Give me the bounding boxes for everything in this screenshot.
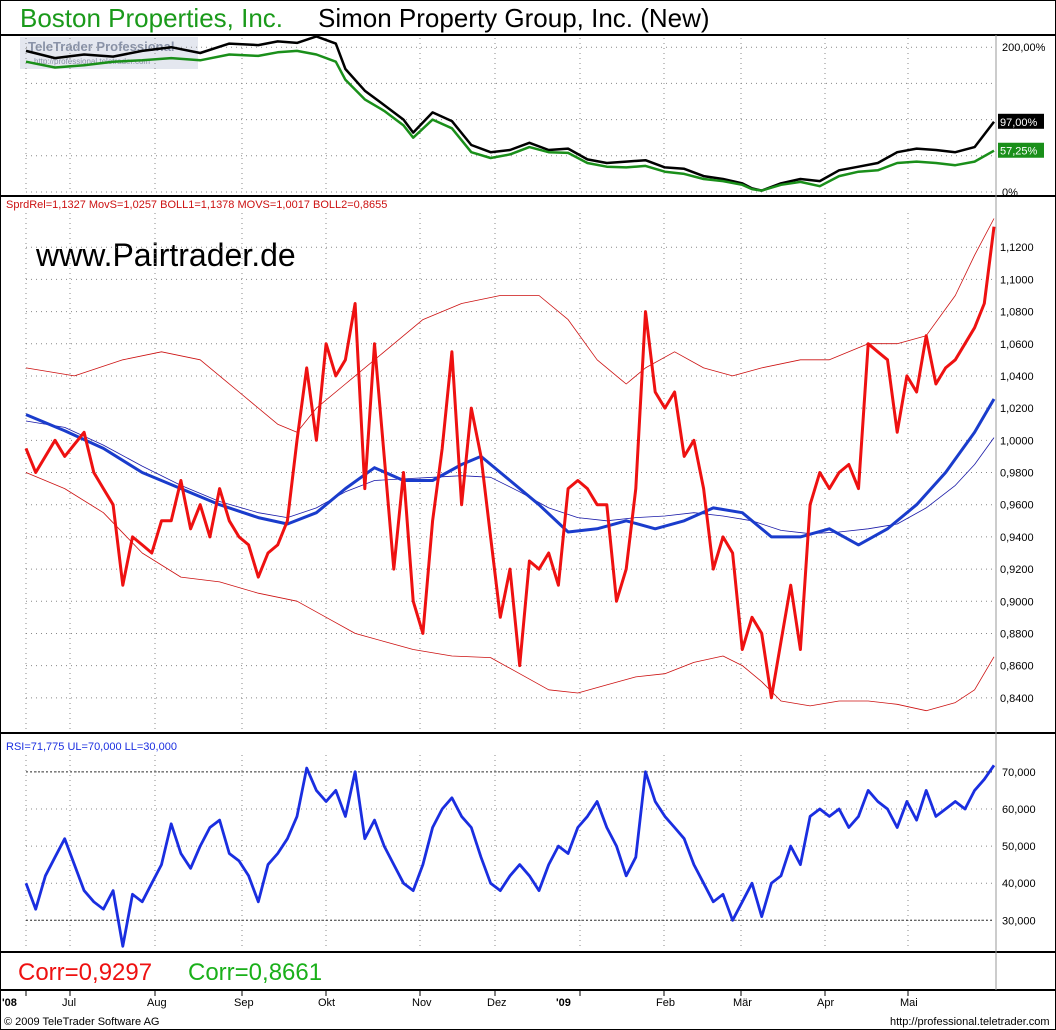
rsi-line [24, 764, 996, 948]
x-tick-label: Nov [412, 997, 432, 1009]
y-tick-label: 70,000 [1002, 767, 1036, 779]
performance-grid [25, 38, 994, 193]
x-tick-label: Feb [656, 997, 675, 1009]
spread-line [24, 226, 996, 700]
x-tick-label: Mär [733, 997, 752, 1009]
simon-value-label: 97,00% [1000, 117, 1038, 129]
simon-value-badge [998, 113, 1044, 129]
spread-grid [25, 213, 994, 730]
y-tick-label: 0,9000 [1000, 596, 1034, 608]
y-tick-label: 40,000 [1002, 878, 1036, 890]
boston-value-badge [998, 142, 1044, 158]
y-tick-label: 1,0200 [1000, 403, 1034, 415]
spread-legend: SprdRel=1,1327 MovS=1,0257 BOLL1=1,1378 … [6, 199, 387, 211]
boston-series-line [25, 49, 995, 192]
y-tick-label: 0,9800 [1000, 468, 1034, 480]
x-axis: '08 Jul Aug Sep Okt Nov Dez '09 Feb Mär Apr Mai [2, 990, 918, 1009]
spread-lines [24, 218, 996, 712]
rsi-axis: 70,000 60,000 50,000 40,000 30,000 [1002, 767, 1036, 927]
boll2-line [25, 472, 995, 712]
y-tick-label: 0,8600 [1000, 661, 1034, 673]
x-tick-label: Dez [487, 997, 507, 1009]
corr-red: Corr=0,9297 [18, 959, 152, 986]
x-tick-label: Apr [817, 997, 834, 1009]
pairtrader-watermark: www.Pairtrader.de [35, 237, 296, 273]
x-tick-label: '08 [2, 997, 17, 1009]
simon-series-line [25, 35, 995, 192]
y-tick-label: 1,1200 [1000, 242, 1034, 254]
x-tick-label: '09 [556, 997, 571, 1009]
boston-value-label: 57,25% [1000, 146, 1038, 158]
y-tick-label: 50,000 [1002, 841, 1036, 853]
y-tick-label: 0,9400 [1000, 532, 1034, 544]
x-tick-label: Okt [318, 997, 335, 1009]
y-tick-label: 1,0400 [1000, 371, 1034, 383]
y-tick-label: 0% [1002, 187, 1018, 199]
footer-url: http://professional.teletrader.com [890, 1016, 1050, 1028]
corr-green: Corr=0,8661 [188, 959, 322, 986]
title-boston: Boston Properties, Inc. [20, 3, 283, 33]
x-tick-label: Mai [900, 997, 918, 1009]
y-tick-label: 200,00% [1002, 42, 1046, 54]
title-bar: Boston Properties, Inc. Simon Property G… [20, 3, 710, 33]
y-tick-label: 1,0000 [1000, 435, 1034, 447]
performance-axis: 200,00% 0% 97,00% 57,25% [998, 42, 1046, 199]
logo-background [20, 37, 198, 69]
y-tick-label: 60,000 [1002, 804, 1036, 816]
y-tick-label: 0,9200 [1000, 564, 1034, 576]
teletrader-logo: TeleTrader Professional http://professio… [20, 37, 198, 69]
spread-axis: 1,1200 1,1000 1,0800 1,0600 1,0400 1,0200 1,00… [1000, 242, 1034, 705]
y-tick-label: 30,000 [1002, 915, 1036, 927]
movs-long-line [25, 420, 995, 535]
logo-brand: TeleTrader Professional [28, 39, 174, 54]
y-tick-label: 1,0600 [1000, 339, 1034, 351]
y-tick-label: 1,1000 [1000, 274, 1034, 286]
performance-lines [25, 35, 995, 192]
title-simon: Simon Property Group, Inc. (New) [318, 3, 710, 33]
y-tick-label: 0,8800 [1000, 628, 1034, 640]
x-tick-label: Jul [62, 997, 76, 1009]
rsi-legend: RSI=71,775 UL=70,000 LL=30,000 [6, 741, 177, 753]
logo-url: http://professional.teletrader.com [34, 57, 150, 66]
x-tick-label: Aug [147, 997, 167, 1009]
y-tick-label: 1,0800 [1000, 307, 1034, 319]
movs-line [25, 398, 996, 547]
x-tick-label: Sep [234, 997, 254, 1009]
rsi-lines [24, 764, 996, 948]
footer-copyright: © 2009 TeleTrader Software AG [4, 1016, 159, 1028]
rsi-grid [25, 755, 994, 950]
y-tick-label: 0,8400 [1000, 693, 1034, 705]
y-tick-label: 0,9600 [1000, 500, 1034, 512]
